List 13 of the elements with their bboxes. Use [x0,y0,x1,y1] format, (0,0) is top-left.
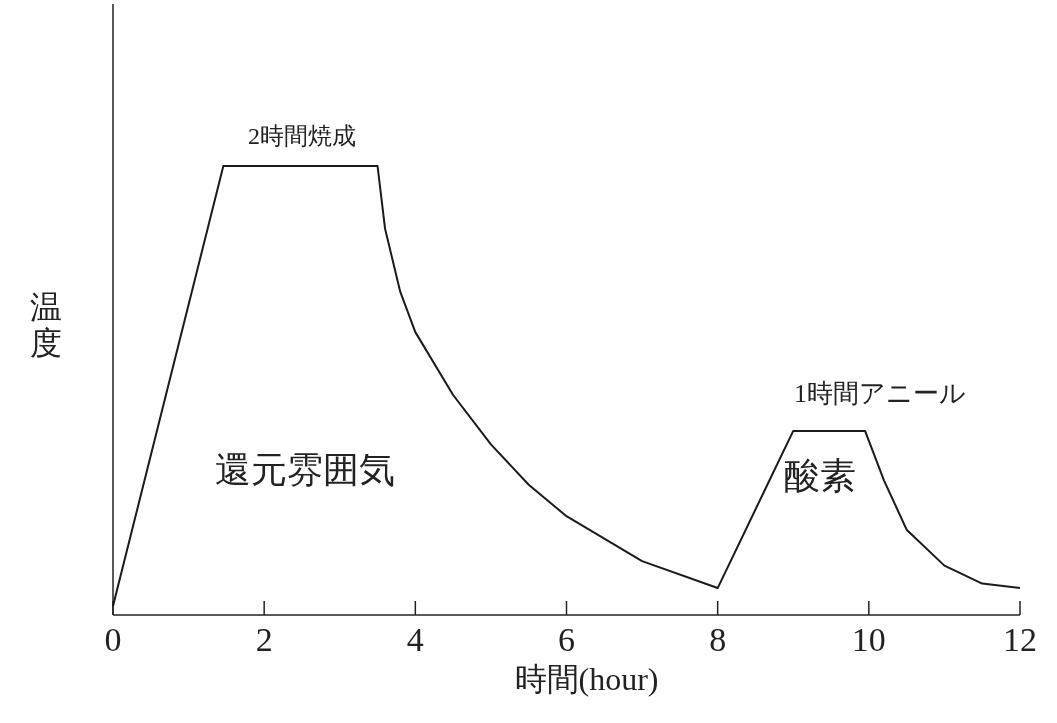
x-axis-title: 時間(hour) [514,661,659,697]
x-tick-label: 2 [255,621,273,658]
annotation: 還元雰囲気 [215,450,395,490]
x-tick-label: 8 [709,621,727,658]
annotation: 酸素 [784,456,856,496]
annotation: 1時間アニール [794,379,966,408]
x-tick-label: 12 [1003,621,1037,658]
y-axis-title: 温度 [30,289,62,361]
annotation: 2時間焼成 [247,123,356,149]
x-tick-label: 0 [104,621,122,658]
x-tick-label: 6 [558,621,575,658]
x-tick-label: 4 [406,621,424,658]
x-tick-label: 10 [851,621,886,658]
